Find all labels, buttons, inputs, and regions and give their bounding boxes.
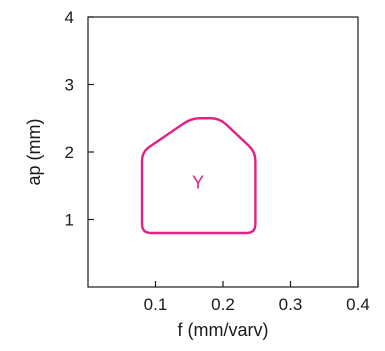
x-tick-label: 0.1 — [144, 295, 168, 314]
y-axis-ticks: 1 2 3 4 — [65, 8, 94, 230]
x-axis-title: f (mm/varv) — [178, 320, 269, 340]
region-outline — [140, 117, 257, 235]
x-tick-label: 0.2 — [211, 295, 235, 314]
y-tick-label: 1 — [65, 211, 74, 230]
region-label: Y — [192, 172, 204, 192]
regions: Y — [140, 117, 257, 235]
y-tick-label: 2 — [65, 143, 74, 162]
x-tick-label: 0.4 — [346, 295, 370, 314]
y-tick-label: 4 — [65, 8, 74, 27]
y-axis-title: ap (mm) — [24, 119, 44, 186]
x-tick-label: 0.3 — [279, 295, 303, 314]
plot-frame — [87, 16, 359, 288]
x-axis-ticks: 0.1 0.2 0.3 0.4 — [144, 281, 370, 314]
y-tick-label: 3 — [65, 76, 74, 95]
